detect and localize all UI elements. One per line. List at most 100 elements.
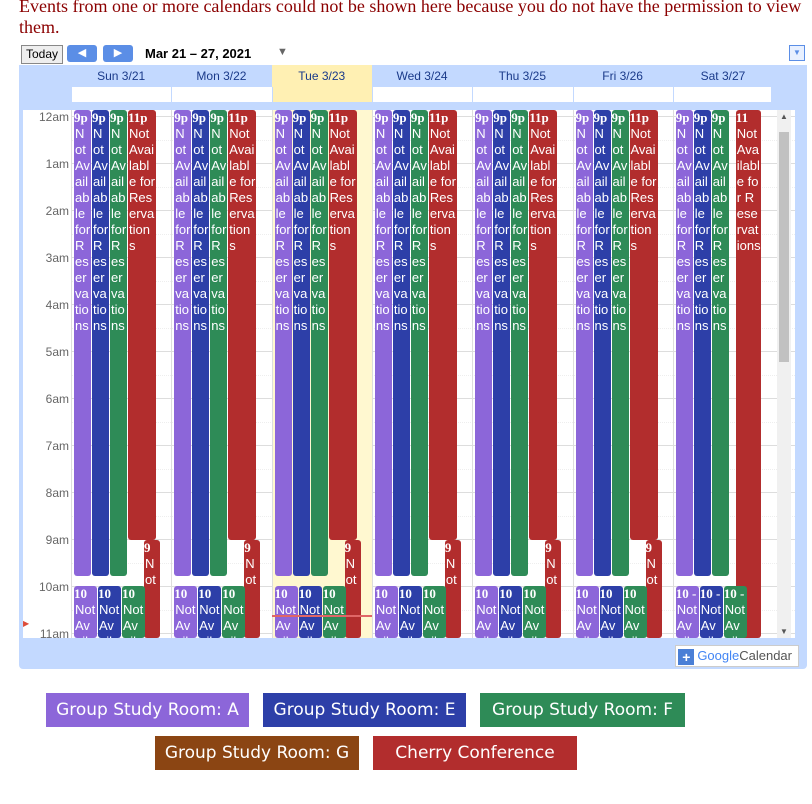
event-room-f[interactable]: 9p Not Available for Reservations (711, 110, 729, 576)
all-day-cell[interactable] (171, 87, 272, 102)
event-title: Not Available (576, 602, 597, 638)
event-cherry[interactable]: 11p Not Available for Reservations (228, 110, 257, 540)
event-room-e[interactable]: 9p Not Available for Reservations (92, 110, 109, 576)
all-day-cell[interactable] (271, 87, 373, 102)
hour-label: 3am (45, 251, 69, 265)
event-time: 9p (92, 110, 106, 125)
event-cherry-9am[interactable]: 9 Not (545, 540, 562, 638)
event-room-e[interactable]: 9p Not Available for Reservations (192, 110, 210, 576)
event-room-f[interactable]: 9p Not Available for Reservations (210, 110, 228, 576)
event-room-f[interactable]: 9p Not Available for Reservations (110, 110, 127, 576)
event-room-f[interactable]: 9p Not Available for Reservations (310, 110, 328, 576)
event-time: 11 (735, 110, 749, 125)
all-day-cell[interactable] (472, 87, 573, 102)
event-time: 9 (244, 540, 251, 555)
google-calendar-button[interactable]: + GoogleCalendar (675, 645, 799, 667)
event-time: 9p (292, 110, 307, 125)
event-10am-room-a[interactable]: 10 -Not Available (675, 586, 699, 638)
event-cherry-9am[interactable]: 9 Not (645, 540, 662, 638)
event-cherry-9am[interactable]: 9 Not (444, 540, 461, 638)
day-header: Sat 3/27 (700, 69, 746, 83)
event-room-a[interactable]: 9p Not Available for Reservations (174, 110, 192, 576)
day-column[interactable] (572, 110, 674, 638)
day-column[interactable] (472, 110, 573, 638)
day-column[interactable] (171, 110, 272, 638)
scroll-up-icon[interactable]: ▲ (780, 112, 788, 121)
event-room-a[interactable]: 9p Not Available for Reservations (675, 110, 693, 576)
event-room-f[interactable]: 9p Not Available for Reservations (611, 110, 629, 576)
range-dropdown-icon[interactable]: ▼ (277, 46, 288, 58)
event-room-a[interactable]: 9p Not Available for Reservations (274, 110, 292, 576)
all-day-cell[interactable] (371, 87, 473, 102)
event-cherry-9am[interactable]: 9 Not (344, 540, 361, 638)
current-time-line (271, 615, 372, 617)
event-room-e[interactable]: 9p Not Available for Reservations (292, 110, 310, 576)
event-title: Not Available (75, 602, 96, 638)
event-room-e[interactable]: 9p Not Available for Reservations (493, 110, 511, 576)
prev-week-button[interactable]: ◀ (67, 45, 97, 62)
hour-label: 8am (45, 486, 69, 500)
event-cherry-9am[interactable]: 9 Not (244, 540, 261, 638)
event-time: 9p (110, 110, 124, 125)
event-title: Not Available (375, 602, 397, 638)
scroll-thumb[interactable] (779, 132, 789, 362)
half-hour-line (71, 562, 795, 564)
next-week-button[interactable]: ▶ (103, 45, 133, 62)
event-cherry[interactable]: 11p Not Available for Reservations (128, 110, 156, 540)
event-room-f[interactable]: 9p Not Available for Reservations (410, 110, 428, 576)
gcal-brand: Google (697, 648, 740, 663)
legend-room-f: Group Study Room: F (480, 693, 685, 727)
day-column[interactable] (371, 110, 473, 638)
all-day-cell[interactable] (672, 87, 774, 102)
event-10am-room-f[interactable]: 10 -Not Available (723, 586, 747, 638)
today-button[interactable]: Today (21, 45, 63, 64)
event-10am-room-e[interactable]: 10 -Not Available (699, 586, 723, 638)
event-cherry[interactable]: 11p Not Available for Reservations (328, 110, 357, 540)
event-time: 10 (599, 586, 613, 601)
event-cherry[interactable]: 11p Not Available for Reservations (629, 110, 658, 540)
day-column[interactable] (672, 110, 774, 638)
event-time: 10 (499, 586, 513, 601)
event-room-a[interactable]: 9p Not Available for Reservations (74, 110, 91, 576)
day-column[interactable] (71, 110, 172, 638)
day-header: Fri 3/26 (602, 69, 643, 83)
event-cherry[interactable]: 11p Not Available for Reservations (428, 110, 457, 540)
event-cherry[interactable]: 11 Not Available for Reservations (735, 110, 761, 638)
scroll-down-icon[interactable]: ▼ (780, 627, 788, 636)
event-room-e[interactable]: 9p Not Available for Reservations (392, 110, 410, 576)
event-time: 10 (222, 586, 236, 601)
calendar-menu-button[interactable]: ▼ (789, 45, 805, 61)
event-room-e[interactable]: 9p Not Available for Reservations (693, 110, 711, 576)
grid-scrollbar[interactable]: ▲ ▼ (777, 110, 791, 638)
event-room-f[interactable]: 9p Not Available for Reservations (511, 110, 529, 576)
event-time: 11p (529, 110, 549, 125)
event-room-a[interactable]: 9p Not Available for Reservations (374, 110, 392, 576)
event-cherry[interactable]: 11p Not Available for Reservations (529, 110, 558, 540)
event-room-a[interactable]: 9p Not Available for Reservations (475, 110, 493, 576)
all-day-cell[interactable] (71, 87, 172, 102)
event-time: 9p (410, 110, 425, 125)
event-room-a[interactable]: 9p Not Available for Reservations (575, 110, 593, 576)
event-cherry-9am[interactable]: 9 Not (144, 540, 160, 638)
event-room-e[interactable]: 9p Not Available for Reservations (593, 110, 611, 576)
all-day-cell[interactable] (572, 87, 674, 102)
event-title: Not Available (99, 602, 120, 638)
